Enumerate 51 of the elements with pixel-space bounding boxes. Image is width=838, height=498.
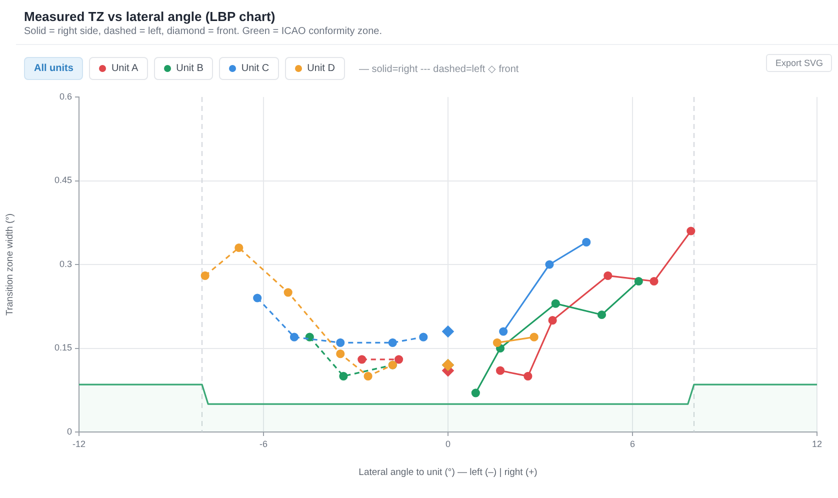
x-tick-label: 12 [812, 438, 822, 449]
point [394, 355, 404, 364]
point [358, 355, 366, 364]
point [388, 338, 397, 347]
legend-label: Unit C [241, 63, 270, 74]
y-tick-label: 0.15 [54, 342, 72, 353]
legend-label: Unit D [307, 63, 335, 74]
point [234, 243, 244, 252]
y-tick-label: 0.45 [54, 175, 72, 186]
point [524, 372, 532, 380]
point [530, 332, 538, 342]
point [284, 288, 292, 297]
text: All units [24, 57, 84, 80]
point [339, 372, 348, 380]
point [364, 372, 372, 380]
point [551, 299, 560, 308]
point [686, 226, 696, 236]
point [597, 310, 606, 320]
point [496, 366, 505, 375]
point [492, 338, 502, 347]
point [336, 338, 345, 347]
point [499, 327, 508, 336]
x-axis-title: Lateral angle to unit (°) — left (–) | right (+) [358, 466, 538, 478]
point [305, 332, 314, 342]
point [200, 271, 210, 280]
text: Export SVG [766, 54, 832, 72]
x-tick-label: 6 [630, 438, 636, 449]
y-tick-label: 0.6 [59, 91, 72, 102]
y-tick-label: 0.3 [59, 258, 72, 269]
y-axis-title: Transition zone width (°) [4, 213, 16, 316]
point [634, 276, 643, 286]
y-tick-label: 0 [66, 426, 72, 436]
legend-label: Unit B [176, 63, 204, 74]
point [471, 388, 480, 398]
chart-subtitle: Solid = right side, dashed = left, diamond = front. Green = ICAO conformity zone. [24, 26, 382, 37]
point [253, 294, 262, 302]
point [604, 271, 612, 280]
x-tick-label: -6 [259, 438, 268, 449]
legend-label: Unit A [111, 63, 138, 74]
x-tick-label: 0 [445, 438, 451, 449]
point [290, 332, 299, 342]
x-tick-label: -12 [72, 438, 86, 449]
point [336, 350, 345, 358]
chart-title: Measured TZ vs lateral angle (LBP chart) [24, 9, 276, 24]
point [545, 260, 554, 269]
point [650, 276, 658, 286]
point [582, 238, 591, 246]
text: — solid=right --- dashed=left ◇ front [358, 62, 519, 74]
point [548, 316, 557, 325]
point [419, 332, 428, 342]
point [442, 326, 454, 338]
